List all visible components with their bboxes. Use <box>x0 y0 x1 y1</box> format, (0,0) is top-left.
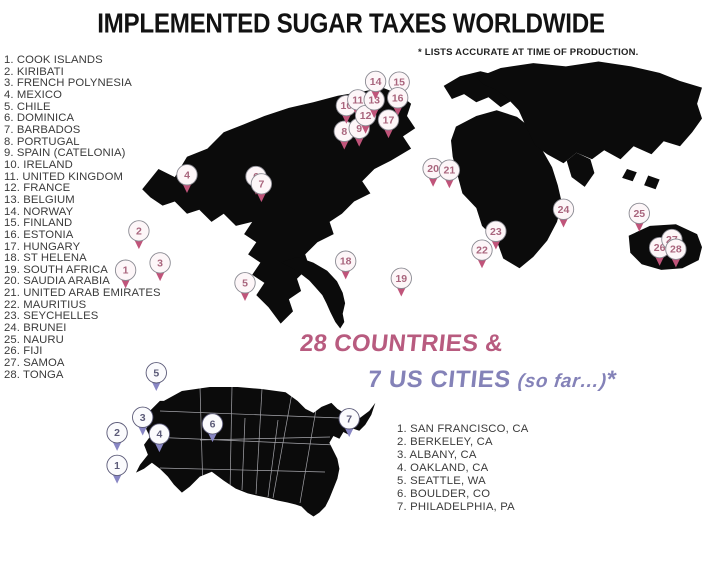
svg-text:11: 11 <box>352 94 363 106</box>
svg-text:8: 8 <box>341 126 347 138</box>
svg-text:24: 24 <box>558 204 570 216</box>
svg-text:7: 7 <box>346 413 352 425</box>
svg-text:25: 25 <box>633 208 645 220</box>
svg-text:3: 3 <box>157 257 163 269</box>
svg-text:5: 5 <box>153 367 159 379</box>
svg-text:14: 14 <box>370 76 382 88</box>
svg-text:3: 3 <box>140 412 146 424</box>
svg-text:7: 7 <box>258 178 264 190</box>
svg-text:1: 1 <box>114 460 120 472</box>
svg-text:15: 15 <box>393 77 405 89</box>
svg-text:2: 2 <box>136 225 142 237</box>
svg-text:20: 20 <box>427 163 439 175</box>
svg-text:4: 4 <box>184 169 190 181</box>
svg-text:5: 5 <box>242 277 248 289</box>
svg-text:18: 18 <box>340 256 352 268</box>
svg-text:12: 12 <box>360 110 372 122</box>
svg-text:22: 22 <box>476 245 488 257</box>
svg-text:17: 17 <box>383 114 395 126</box>
svg-text:16: 16 <box>392 92 404 104</box>
svg-text:23: 23 <box>490 226 502 238</box>
svg-text:19: 19 <box>395 273 407 285</box>
svg-text:4: 4 <box>156 429 162 441</box>
svg-text:6: 6 <box>210 418 216 430</box>
svg-text:28: 28 <box>670 244 682 256</box>
svg-text:2: 2 <box>114 427 120 439</box>
svg-text:21: 21 <box>444 165 456 177</box>
svg-text:1: 1 <box>123 265 129 277</box>
